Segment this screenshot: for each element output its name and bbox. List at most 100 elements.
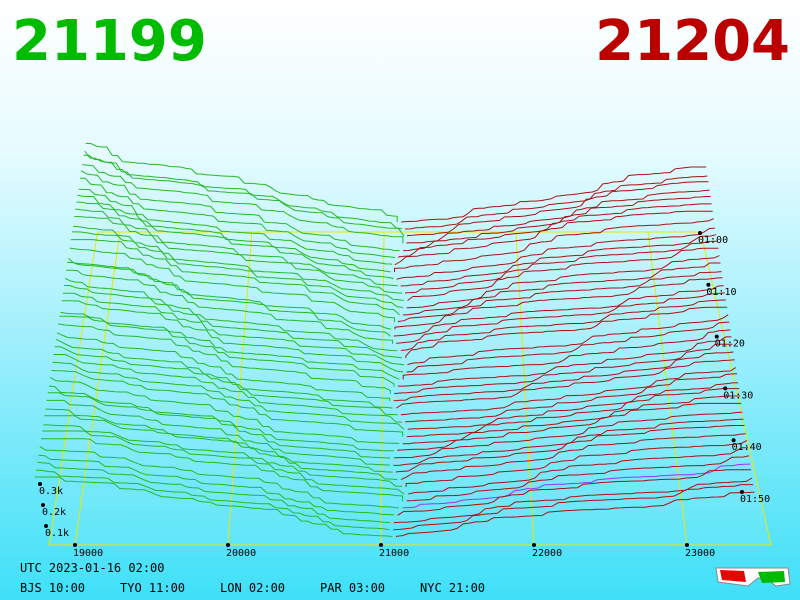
price-tick (379, 543, 383, 547)
bid-curve (64, 285, 402, 359)
ask-curve (402, 395, 741, 445)
ask-curve (397, 469, 752, 516)
bid-curve (44, 415, 398, 481)
ask-curve (393, 477, 753, 524)
ask-curve (394, 343, 733, 395)
depth-curves (35, 142, 755, 537)
bid-curve (56, 332, 391, 401)
time-tick (740, 490, 744, 494)
bid-curve (49, 376, 400, 444)
bid-curve (74, 216, 402, 294)
bid-curve (78, 188, 392, 265)
depth-tick (44, 524, 48, 528)
ask-price: 21204 (595, 9, 790, 74)
bid-curve (42, 430, 405, 495)
ask-curve (405, 306, 728, 359)
timezone-label: LON 02:00 (220, 581, 285, 595)
time-tick (723, 386, 728, 391)
ask-curve (407, 247, 719, 301)
ask-curve (394, 277, 723, 330)
ask-curve (401, 166, 707, 223)
price-grid-line (515, 231, 535, 546)
ask-curve (406, 321, 730, 373)
price-grid-line (380, 231, 385, 546)
bid-curve (61, 300, 404, 373)
ask-curve (396, 359, 735, 409)
bid-curve (51, 370, 404, 437)
bid-curve (62, 292, 405, 366)
bid-curve (43, 424, 403, 487)
ask-curve (398, 271, 722, 323)
bid-curve (82, 164, 404, 244)
bid-curve (57, 323, 391, 394)
bid-curve (84, 150, 402, 230)
price-label: 20000 (226, 548, 256, 559)
bid-curve (54, 346, 398, 416)
ask-curve (402, 262, 721, 316)
ask-curve (407, 314, 729, 366)
price-tick (685, 543, 689, 547)
bid-curve (68, 258, 392, 330)
ask-curve (406, 388, 740, 438)
bid-curve (52, 361, 405, 430)
bid-curve (46, 399, 390, 466)
ask-curve (407, 382, 739, 430)
ask-curve (405, 240, 718, 294)
bid-curve (67, 262, 391, 337)
bid-curve (80, 170, 400, 252)
ask-curve (393, 285, 724, 337)
time-tick (706, 282, 711, 287)
ask-curve (402, 329, 731, 380)
bid-curve (48, 385, 395, 452)
timezone-label: TYO 11:00 (120, 581, 185, 595)
depth-tick (41, 503, 45, 507)
bid-curve (79, 177, 396, 259)
price-label: 23000 (685, 548, 715, 559)
bid-curve (72, 231, 404, 308)
price-tick (73, 543, 77, 547)
ask-curve (400, 234, 717, 287)
timezone-label: PAR 03:00 (320, 581, 385, 595)
time-label: 01:30 (723, 390, 753, 401)
ask-curve (396, 425, 745, 473)
depth-label: 0.2k (42, 507, 66, 518)
bid-curve (77, 194, 391, 273)
ask-curve (393, 484, 754, 531)
bid-curve (47, 392, 391, 459)
bid-curve (59, 315, 395, 387)
bid-curve (66, 269, 393, 344)
price-grid-line (74, 231, 121, 546)
timezone-label: BJS 10:00 (20, 581, 85, 595)
ask-curve (396, 227, 715, 280)
ask-curve (402, 463, 751, 509)
ask-curve (400, 299, 726, 351)
ask-curve (394, 210, 713, 265)
bid-curve (64, 277, 398, 352)
time-tick (698, 231, 702, 235)
ask-curve (397, 402, 742, 452)
bid-curve (53, 354, 403, 423)
ask-curve (402, 196, 711, 252)
ask-curve (406, 455, 750, 502)
time-label: 01:50 (740, 494, 770, 505)
bid-curve (83, 154, 405, 237)
depth-label: 0.1k (45, 528, 69, 539)
axis-labels: 19000 20000 21000 22000 23000 01:00 01:10 01:20… (38, 231, 770, 559)
bid-curve (69, 247, 395, 323)
bid-curve (76, 201, 394, 280)
ask-curve (400, 433, 746, 480)
3d-glasses-icon (715, 567, 791, 587)
price-label: 21000 (379, 548, 409, 559)
ask-curve (393, 418, 744, 466)
time-label: 01:20 (715, 339, 745, 350)
ask-curve (404, 175, 708, 230)
bid-curve (60, 311, 400, 380)
price-label: 19000 (73, 548, 103, 559)
ask-curve (393, 411, 743, 459)
bid-curve (37, 461, 390, 523)
bid-curve (35, 476, 393, 537)
bid-curve (85, 142, 398, 222)
bid-curve (38, 454, 394, 516)
